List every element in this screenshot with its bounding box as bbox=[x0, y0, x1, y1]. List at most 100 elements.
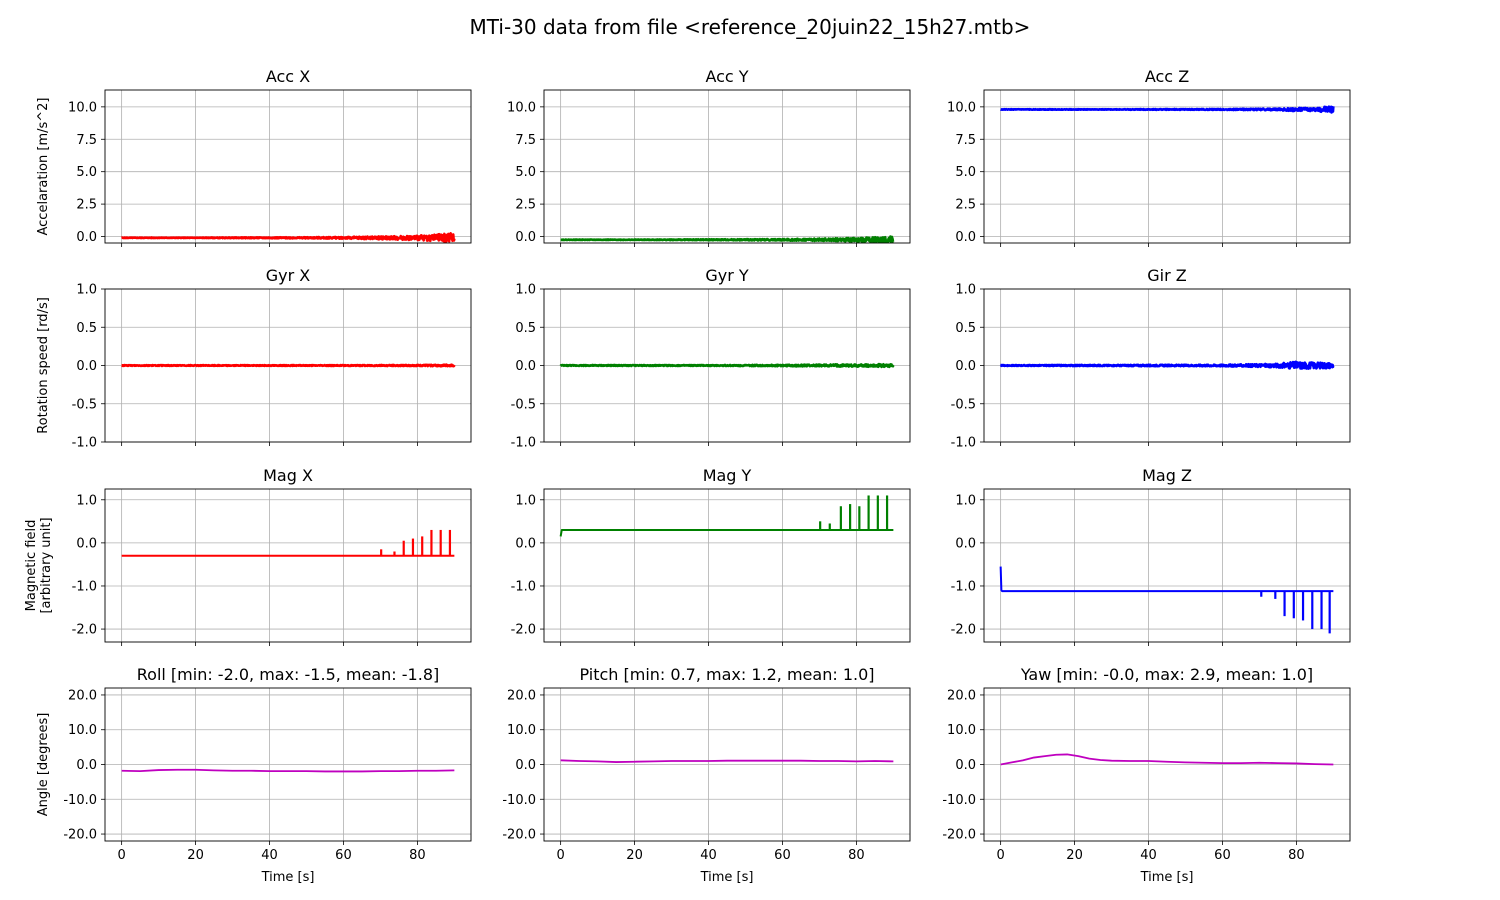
subplot-title: Mag Y bbox=[703, 466, 752, 485]
y-axis-label: Angle [degrees] bbox=[36, 713, 51, 817]
series-group bbox=[560, 759, 894, 763]
series-group bbox=[999, 105, 1335, 114]
axes-frame bbox=[983, 687, 1351, 842]
y-tick-label: -2.0 bbox=[951, 623, 976, 638]
y-tick-label: 0.0 bbox=[515, 758, 536, 773]
y-tick-label: -20.0 bbox=[63, 828, 97, 843]
y-tick-label: 10.0 bbox=[507, 100, 536, 115]
y-tick-label: -1.0 bbox=[951, 579, 976, 594]
x-tick-label: 0 bbox=[556, 848, 564, 863]
subplot-title: Gir Z bbox=[1147, 266, 1187, 285]
series-line bbox=[999, 360, 1335, 370]
series-line bbox=[559, 528, 894, 537]
x-tick-label: 80 bbox=[848, 848, 865, 863]
y-tick-label: -20.0 bbox=[942, 828, 976, 843]
y-tick-label: 0.0 bbox=[515, 359, 536, 374]
y-tick-label: 0.0 bbox=[955, 536, 976, 551]
y-axis-label: Accelaration [m/s^2] bbox=[36, 97, 51, 235]
y-tick-label: 0.5 bbox=[955, 321, 976, 336]
subplot-6: -1.0 -0.5 0.0 0.5 1.0 Gir Z bbox=[951, 266, 1351, 451]
y-tick-label: -10.0 bbox=[63, 793, 97, 808]
y-tick-label: 0.0 bbox=[955, 230, 976, 245]
axes-frame bbox=[104, 288, 472, 443]
y-tick-label: -2.0 bbox=[72, 623, 97, 638]
x-tick-label: 60 bbox=[335, 848, 352, 863]
y-tick-label: 20.0 bbox=[507, 688, 536, 703]
series-line bbox=[559, 362, 895, 369]
y-tick-label: 7.5 bbox=[955, 133, 976, 148]
y-tick-label: 0.0 bbox=[76, 359, 97, 374]
x-tick-label: 20 bbox=[187, 848, 204, 863]
x-tick-label: 60 bbox=[774, 848, 791, 863]
series-group bbox=[999, 566, 1334, 634]
series-line bbox=[120, 363, 456, 368]
subplots-grid: 0.0 2.5 5.0 7.5 10.0 Acc X 0.0 2.5 5.0 7.5 10.0 Acc… bbox=[24, 67, 1351, 885]
subplot-4: -1.0 -0.5 0.0 0.5 1.0 Gyr X bbox=[72, 266, 472, 451]
y-tick-label: 0.0 bbox=[76, 758, 97, 773]
y-tick-label: 10.0 bbox=[68, 100, 97, 115]
y-tick-label: -1.0 bbox=[951, 436, 976, 451]
subplot-title: Pitch [min: 0.7, max: 1.2, mean: 1.0] bbox=[579, 665, 874, 684]
axes-frame bbox=[543, 488, 911, 643]
x-axis-label: Time [s] bbox=[261, 870, 315, 885]
y-tick-label: -0.5 bbox=[511, 397, 536, 412]
y-tick-label: 0.0 bbox=[76, 536, 97, 551]
series-group bbox=[559, 495, 894, 537]
y-tick-label: 10.0 bbox=[68, 723, 97, 738]
y-tick-label: 0.0 bbox=[955, 359, 976, 374]
axes-frame bbox=[983, 89, 1351, 244]
y-tick-label: 5.0 bbox=[955, 165, 976, 180]
y-tick-label: -1.0 bbox=[511, 579, 536, 594]
series-line bbox=[999, 105, 1335, 114]
y-tick-label: 10.0 bbox=[947, 723, 976, 738]
y-tick-label: -20.0 bbox=[502, 828, 536, 843]
series-group bbox=[121, 529, 455, 557]
series-line bbox=[121, 768, 455, 773]
subplot-2: 0.0 2.5 5.0 7.5 10.0 Acc Y bbox=[507, 67, 911, 247]
y-tick-label: -1.0 bbox=[511, 436, 536, 451]
subplot-5: -1.0 -0.5 0.0 0.5 1.0 Gyr Y bbox=[511, 266, 911, 451]
y-tick-label: 0.0 bbox=[515, 230, 536, 245]
axes-frame bbox=[983, 288, 1351, 443]
series-line bbox=[120, 232, 456, 243]
figure-title: MTi-30 data from file <reference_20juin2… bbox=[470, 15, 1031, 39]
series-line bbox=[1000, 753, 1334, 766]
y-tick-label: 0.5 bbox=[76, 321, 97, 336]
y-tick-label: 7.5 bbox=[515, 133, 536, 148]
y-tick-label: -1.0 bbox=[72, 436, 97, 451]
subplot-title: Roll [min: -2.0, max: -1.5, mean: -1.8] bbox=[137, 665, 439, 684]
series-group bbox=[559, 235, 895, 243]
axes-frame bbox=[983, 488, 1351, 643]
x-axis-label: Time [s] bbox=[700, 870, 754, 885]
y-tick-label: 10.0 bbox=[947, 100, 976, 115]
subplot-11: 0 20 40 60 80 -20.0 -10.0 0.0 10.0 20.0 Pitch [min… bbox=[502, 665, 911, 885]
y-tick-label: 0.0 bbox=[515, 536, 536, 551]
y-tick-label: 1.0 bbox=[515, 283, 536, 298]
axes-frame bbox=[543, 288, 911, 443]
subplot-title: Gyr X bbox=[266, 266, 311, 285]
axes-frame bbox=[104, 89, 472, 244]
series-line bbox=[999, 566, 1334, 593]
y-tick-label: 1.0 bbox=[76, 283, 97, 298]
x-tick-label: 20 bbox=[1066, 848, 1083, 863]
y-tick-label: 2.5 bbox=[515, 198, 536, 213]
x-tick-label: 0 bbox=[996, 848, 1004, 863]
subplot-9: -2.0 -1.0 0.0 1.0 Mag Z bbox=[951, 466, 1351, 646]
axes-frame bbox=[543, 89, 911, 244]
y-tick-label: 5.0 bbox=[515, 165, 536, 180]
y-axis-label: Rotation speed [rd/s] bbox=[36, 297, 51, 434]
subplot-title: Gyr Y bbox=[705, 266, 749, 285]
y-tick-label: 1.0 bbox=[515, 493, 536, 508]
x-tick-label: 20 bbox=[626, 848, 643, 863]
y-tick-label: -0.5 bbox=[72, 397, 97, 412]
y-tick-label: -2.0 bbox=[511, 623, 536, 638]
subplot-1: 0.0 2.5 5.0 7.5 10.0 Acc X bbox=[68, 67, 472, 247]
x-tick-label: 40 bbox=[261, 848, 278, 863]
series-line bbox=[560, 759, 894, 763]
subplot-3: 0.0 2.5 5.0 7.5 10.0 Acc Z bbox=[947, 67, 1351, 247]
series-group bbox=[120, 363, 456, 368]
series-group bbox=[121, 768, 455, 773]
y-tick-label: -1.0 bbox=[72, 579, 97, 594]
subplot-10: 0 20 40 60 80 -20.0 -10.0 0.0 10.0 20.0 Roll [min:… bbox=[63, 665, 472, 885]
x-axis-label: Time [s] bbox=[1140, 870, 1194, 885]
